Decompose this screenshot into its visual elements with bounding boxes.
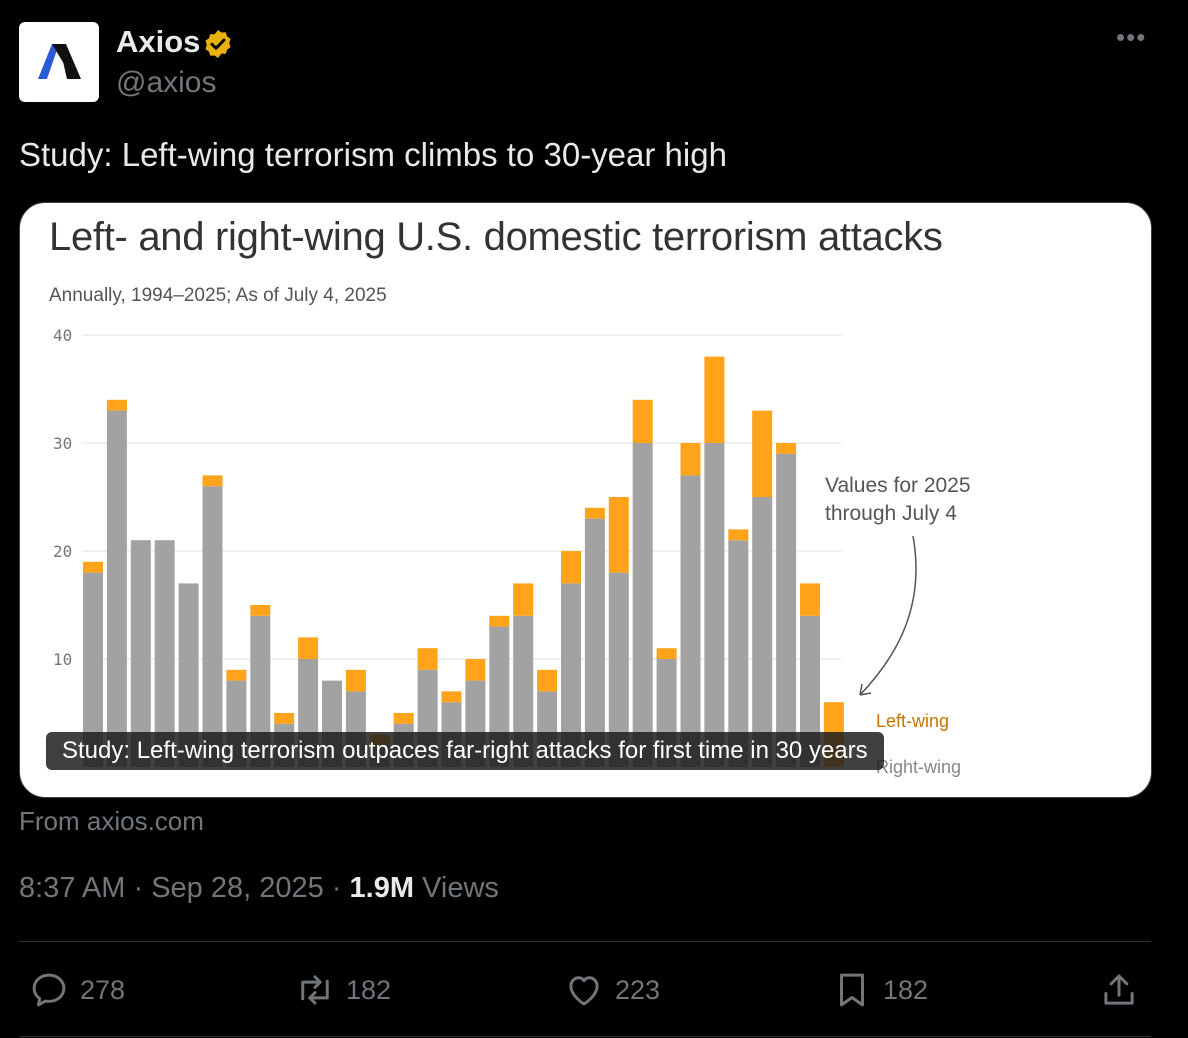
bar-left-wing xyxy=(537,669,558,692)
bar-right-wing xyxy=(154,540,175,767)
bar-left-wing xyxy=(680,443,701,476)
bar-left-wing xyxy=(776,443,797,454)
tweet-time[interactable]: 8:37 AM xyxy=(19,872,126,904)
bar-right-wing xyxy=(608,572,629,767)
tweet-text: Study: Left-wing terrorism climbs to 30-… xyxy=(19,136,727,173)
bar-right-wing xyxy=(728,540,749,767)
reply-icon xyxy=(32,973,66,1007)
share-button[interactable] xyxy=(1098,966,1150,1014)
legend-left-wing: Left-wing xyxy=(876,711,949,731)
bookmark-button[interactable]: 182 xyxy=(831,966,928,1014)
bar-left-wing xyxy=(728,529,749,541)
bar-right-wing xyxy=(704,443,725,767)
verified-badge-icon xyxy=(205,30,231,58)
bar-right-wing xyxy=(130,540,151,767)
bar-left-wing xyxy=(704,356,725,443)
link-source[interactable]: From axios.com xyxy=(19,806,204,836)
bar-left-wing xyxy=(800,583,820,616)
bar-left-wing xyxy=(608,497,629,573)
bar-right-wing xyxy=(584,518,605,767)
like-button[interactable]: 223 xyxy=(563,966,660,1014)
bar-right-wing xyxy=(752,497,773,767)
axios-logo-icon xyxy=(38,44,81,79)
bar-right-wing xyxy=(202,486,223,767)
bar-left-wing xyxy=(250,605,271,616)
y-tick-label: 10 xyxy=(53,650,72,669)
legend-right-wing: Right-wing xyxy=(876,757,961,777)
chart-subtitle: Annually, 1994–2025; As of July 4, 2025 xyxy=(49,285,387,306)
bar-right-wing xyxy=(178,583,199,767)
divider xyxy=(19,941,1151,942)
bar-left-wing xyxy=(83,561,103,573)
share-icon xyxy=(1104,974,1134,1005)
bar-right-wing xyxy=(489,626,510,767)
bar-left-wing xyxy=(465,659,486,681)
avatar[interactable] xyxy=(19,22,99,102)
repost-icon xyxy=(301,975,329,1005)
author-handle[interactable]: @axios xyxy=(116,66,217,99)
bar-left-wing xyxy=(489,615,510,627)
bar-left-wing xyxy=(274,713,295,724)
bar-right-wing xyxy=(83,572,103,767)
views-count: 1.9M xyxy=(349,872,415,904)
bar-left-wing xyxy=(417,648,438,670)
annotation-arrowhead xyxy=(859,683,872,696)
bar-left-wing xyxy=(584,507,605,519)
bar-left-wing xyxy=(632,399,653,443)
annotation-text: through July 4 xyxy=(825,502,957,525)
bar-right-wing xyxy=(106,410,127,767)
bar-left-wing xyxy=(513,583,534,616)
bar-right-wing xyxy=(632,443,653,767)
annotation-text: Values for 2025 xyxy=(825,474,971,497)
bar-chart: 40 30 20 10 Values for 2025 through July 4 Lef… xyxy=(53,326,971,777)
bar-right-wing xyxy=(513,615,534,767)
bookmark-icon xyxy=(840,973,864,1007)
bar-left-wing xyxy=(656,648,677,659)
tweet-meta: 8:37 AM · Sep 28, 2025 · 1.9M Views xyxy=(19,872,499,905)
like-count: 223 xyxy=(615,974,661,1005)
bookmark-count: 182 xyxy=(883,974,929,1005)
chart-title: Left- and right-wing U.S. domestic terro… xyxy=(49,215,943,259)
tweet-date[interactable]: Sep 28, 2025 xyxy=(151,872,324,904)
divider xyxy=(19,1036,1151,1037)
bar-left-wing xyxy=(752,410,773,497)
bar-right-wing xyxy=(800,615,820,767)
bar-right-wing xyxy=(776,453,797,767)
bar-right-wing xyxy=(250,615,271,767)
heart-icon xyxy=(569,976,599,1006)
bar-left-wing xyxy=(441,691,462,703)
repost-button[interactable]: 182 xyxy=(294,966,391,1014)
card-caption: Study: Left-wing terrorism outpaces far-… xyxy=(46,732,884,770)
author-name[interactable]: Axios xyxy=(116,24,201,59)
reply-button[interactable]: 278 xyxy=(28,966,125,1014)
annotation-arrow xyxy=(859,535,917,696)
bar-left-wing xyxy=(561,551,581,584)
bar-left-wing xyxy=(226,669,247,681)
bar-left-wing xyxy=(345,669,366,692)
reply-count: 278 xyxy=(80,974,126,1005)
bar-left-wing xyxy=(106,399,127,411)
repost-count: 182 xyxy=(346,974,392,1005)
bar-right-wing xyxy=(680,475,701,767)
meta-separator: · xyxy=(133,872,144,904)
views-label: Views xyxy=(422,872,499,904)
more-options-icon[interactable]: ••• xyxy=(1116,22,1147,52)
y-tick-label: 40 xyxy=(53,326,72,345)
bar-left-wing xyxy=(298,637,319,659)
bar-left-wing xyxy=(202,475,223,487)
meta-separator: · xyxy=(331,872,342,904)
bar-right-wing xyxy=(561,583,581,767)
y-tick-label: 30 xyxy=(53,434,72,453)
link-card[interactable]: Left- and right-wing U.S. domestic terro… xyxy=(19,202,1152,798)
bar-left-wing xyxy=(393,713,414,724)
y-tick-label: 20 xyxy=(53,542,72,561)
